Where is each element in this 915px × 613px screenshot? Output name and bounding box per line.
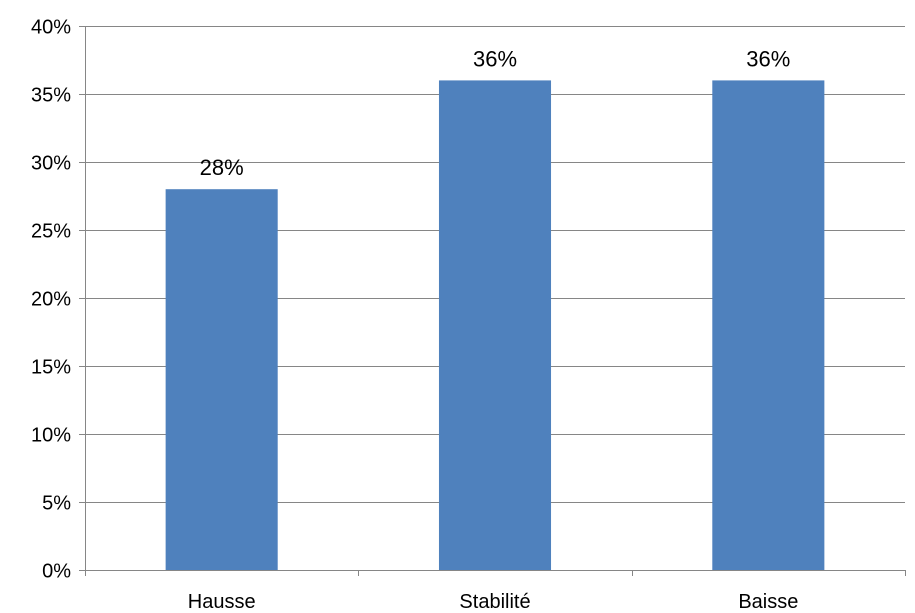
y-tick-label: 5% <box>42 493 71 515</box>
bar-stabilité <box>438 80 552 571</box>
y-tick-label: 20% <box>31 289 71 311</box>
x-tick-label: Baisse <box>738 591 798 613</box>
x-tick-labels: Hausse Stabilité Baisse <box>188 591 799 613</box>
y-tick-label: 25% <box>31 221 71 243</box>
y-tick-label: 35% <box>31 85 71 107</box>
data-label: 28% <box>200 155 244 180</box>
data-label: 36% <box>746 46 790 71</box>
data-label: 36% <box>473 46 517 71</box>
bar-hausse <box>165 189 278 570</box>
data-labels: 28% 36% 36% <box>200 46 791 180</box>
bar-baisse <box>712 80 825 571</box>
y-tick-label: 30% <box>31 153 71 175</box>
x-tick-label: Stabilité <box>459 591 530 613</box>
y-tick-labels: 0% 5% 10% 15% 20% 25% 30% 35% 40% <box>31 17 71 583</box>
axes <box>79 26 906 576</box>
y-tick-label: 10% <box>31 425 71 447</box>
y-tick-label: 0% <box>42 561 71 583</box>
bars <box>165 80 825 571</box>
y-tick-label: 40% <box>31 17 71 39</box>
x-tick-label: Hausse <box>188 591 256 613</box>
y-tick-label: 15% <box>31 357 71 379</box>
